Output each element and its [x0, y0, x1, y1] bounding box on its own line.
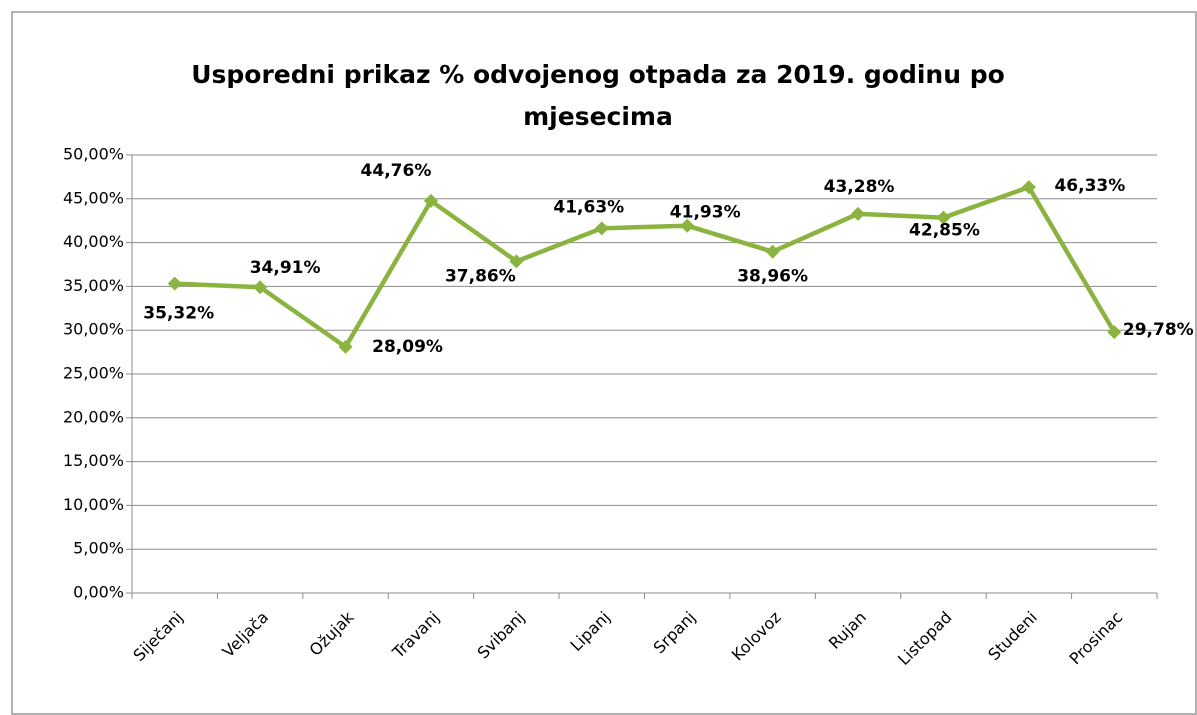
y-tick-label: 20,00% — [63, 407, 124, 426]
x-tick-label: Listopad — [894, 608, 955, 669]
data-point — [423, 193, 438, 208]
y-tick-label: 35,00% — [63, 276, 124, 295]
y-tick-label: 50,00% — [63, 145, 124, 164]
y-tick-label: 30,00% — [63, 320, 124, 339]
data-label: 41,93% — [670, 203, 741, 223]
data-label: 34,91% — [250, 258, 321, 278]
chart-title: Usporedni prikaz % odvojenog otpada za 2… — [191, 60, 1005, 131]
y-tick-label: 0,00% — [73, 583, 124, 602]
x-tick-label: Travanj — [388, 608, 443, 663]
data-point — [851, 206, 866, 221]
x-tick-label: Rujan — [825, 608, 870, 653]
y-tick-label: 10,00% — [63, 495, 124, 514]
x-tick-label: Siječanj — [129, 608, 186, 665]
data-label: 38,96% — [737, 267, 808, 287]
data-label: 28,09% — [372, 337, 443, 357]
x-tick-label: Veljača — [219, 608, 273, 662]
y-tick-label: 40,00% — [63, 232, 124, 251]
data-point — [509, 254, 524, 269]
x-tick-label: Studeni — [984, 608, 1041, 665]
data-point — [680, 218, 695, 233]
data-point — [253, 280, 268, 295]
data-label: 43,28% — [824, 177, 895, 197]
y-tick-label: 5,00% — [73, 539, 124, 558]
data-label: 44,76% — [361, 161, 432, 181]
data-label: 37,86% — [445, 266, 516, 286]
data-point — [167, 276, 182, 291]
data-point — [1107, 325, 1122, 340]
data-point — [338, 339, 353, 354]
x-tick-label: Lipanj — [566, 608, 613, 655]
data-point — [765, 244, 780, 259]
x-tick-label: Ožujak — [305, 607, 358, 660]
data-label: 29,78% — [1123, 320, 1194, 340]
x-tick-label: Kolovoz — [728, 608, 785, 665]
data-point — [1021, 180, 1036, 195]
x-tick-label: Srpanj — [650, 608, 700, 658]
data-point — [594, 221, 609, 236]
data-point — [936, 210, 951, 225]
x-tick-label: Svibanj — [473, 608, 528, 663]
data-label: 41,63% — [553, 197, 624, 217]
data-label: 42,85% — [909, 221, 980, 241]
chart-frame — [11, 11, 1197, 715]
x-tick-label: Prosinac — [1066, 608, 1127, 669]
data-label: 46,33% — [1054, 176, 1125, 196]
y-tick-label: 45,00% — [63, 188, 124, 207]
data-label: 35,32% — [143, 304, 214, 324]
y-tick-label: 25,00% — [63, 364, 124, 383]
series-line — [174, 184, 1117, 350]
y-tick-label: 15,00% — [63, 451, 124, 470]
